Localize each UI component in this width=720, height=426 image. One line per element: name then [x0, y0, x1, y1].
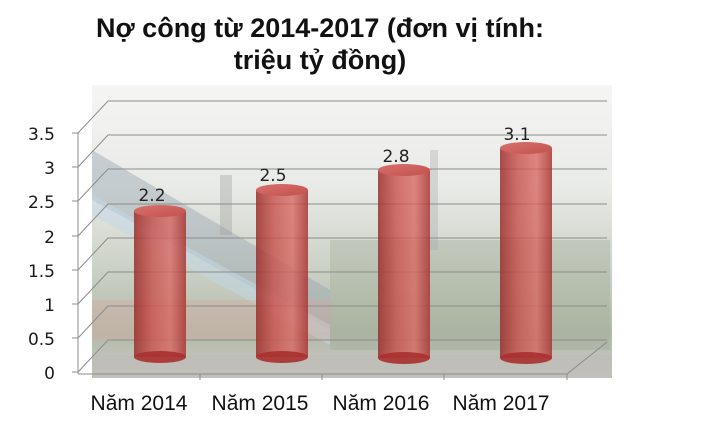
x-label-2016: Năm 2016 — [333, 392, 430, 415]
data-labels: 2.2 2.5 2.8 3.1 — [138, 125, 530, 206]
bar-2014 — [134, 205, 186, 363]
x-axis-labels: Năm 2014 Năm 2015 Năm 2016 Năm 2017 — [91, 392, 550, 415]
x-label-2017: Năm 2017 — [453, 392, 550, 415]
axes — [72, 132, 608, 380]
bar-2016 — [378, 164, 430, 364]
y-tick-1.5: 1.5 — [28, 262, 55, 282]
bar-2015 — [256, 184, 308, 363]
data-label-2014: 2.2 — [138, 186, 165, 206]
y-tick-3: 3 — [44, 159, 55, 179]
chart-title-line-2: triệu tỷ đồng) — [233, 45, 407, 75]
y-tick-2: 2 — [44, 228, 55, 248]
bar-2017 — [500, 142, 552, 364]
gridlines — [77, 100, 607, 373]
y-axis-labels: 0 0.5 1 1.5 2 2.5 3 3.5 — [28, 125, 55, 384]
chart-title-line-1: Nợ công từ 2014-2017 (đơn vị tính: — [95, 13, 545, 43]
x-label-2014: Năm 2014 — [91, 392, 188, 415]
y-tick-3.5: 3.5 — [28, 125, 55, 145]
x-label-2015: Năm 2015 — [212, 392, 309, 415]
y-tick-1: 1 — [44, 296, 55, 316]
chart-title: Nợ công từ 2014-2017 (đơn vị tính: triệu… — [0, 12, 640, 76]
y-tick-0: 0 — [44, 364, 55, 384]
data-label-2016: 2.8 — [382, 147, 409, 167]
data-label-2015: 2.5 — [259, 166, 286, 186]
y-tick-0.5: 0.5 — [28, 330, 55, 350]
y-tick-2.5: 2.5 — [28, 193, 55, 213]
data-label-2017: 3.1 — [503, 125, 530, 145]
